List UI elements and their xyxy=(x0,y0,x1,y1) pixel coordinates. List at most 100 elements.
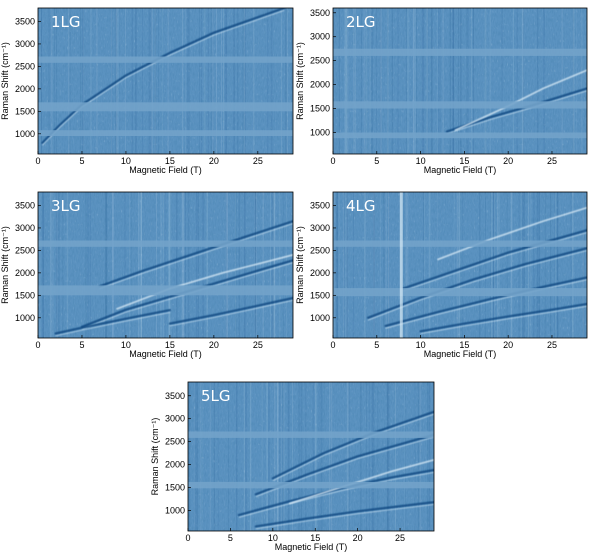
masked-band xyxy=(38,102,293,112)
noise-streak xyxy=(386,8,389,154)
y-axis-label: Raman Shift (cm⁻¹) xyxy=(0,226,10,304)
x-tick-label: 15 xyxy=(459,340,469,350)
noise-streak xyxy=(125,8,126,154)
noise-streak xyxy=(185,8,186,154)
y-tick-label: 1500 xyxy=(165,482,185,492)
y-axis-label: Raman Shift (cm⁻¹) xyxy=(150,418,160,496)
noise-streak xyxy=(394,382,396,531)
noise-streak xyxy=(582,192,584,338)
noise-streak xyxy=(494,192,495,338)
noise-streak xyxy=(42,192,44,338)
noise-streak xyxy=(581,8,583,154)
noise-streak xyxy=(200,8,203,154)
plot-frame xyxy=(332,7,588,155)
x-axis-label: Magnetic Field (T) xyxy=(275,542,348,552)
series-curve-1 xyxy=(254,501,434,528)
noise-streak xyxy=(506,192,508,338)
noise-streak xyxy=(407,192,409,338)
masked-band xyxy=(38,240,293,247)
x-tick-label: 5 xyxy=(228,533,233,543)
noise-streak xyxy=(270,8,273,154)
y-tick-label: 1000 xyxy=(15,313,35,323)
noise-streak xyxy=(188,192,190,338)
series-curve-1 xyxy=(419,302,587,333)
noise-streak xyxy=(142,8,143,154)
noise-streak xyxy=(305,382,307,531)
plot-area xyxy=(38,8,293,154)
noise-streak xyxy=(345,8,347,154)
noise-streak xyxy=(217,382,219,531)
noise-streak xyxy=(557,192,559,338)
y-tick-label: 3000 xyxy=(15,39,35,49)
noise-streak xyxy=(266,382,268,531)
noise-streak xyxy=(85,192,87,338)
noise-streak xyxy=(368,382,370,531)
noise-streak xyxy=(450,8,451,154)
y-tick-label: 3500 xyxy=(310,200,330,210)
noise-streak xyxy=(66,192,69,338)
noise-streak xyxy=(498,192,500,338)
noise-streak xyxy=(353,8,354,154)
noise-streak xyxy=(338,192,340,338)
noise-streak xyxy=(212,8,214,154)
noise-streak xyxy=(353,192,354,338)
masked-band xyxy=(38,285,293,296)
noise-streak xyxy=(154,8,157,154)
noise-streak xyxy=(105,192,108,338)
x-tick-label: 15 xyxy=(165,340,175,350)
series-curve-highlight xyxy=(99,223,293,290)
noise-streak xyxy=(330,382,333,531)
noise-streak xyxy=(151,8,153,154)
y-tick-label: 1500 xyxy=(310,104,330,114)
noise-streak xyxy=(280,8,283,154)
noise-streak xyxy=(202,192,205,338)
noise-streak xyxy=(414,382,416,531)
noise-streak xyxy=(215,8,217,154)
panel-label: 1LG xyxy=(51,13,81,31)
y-tick-label: 3000 xyxy=(310,32,330,42)
masked-band xyxy=(188,431,434,438)
noise-streak xyxy=(223,8,224,154)
y-tick-label: 2500 xyxy=(15,61,35,71)
noise-streak xyxy=(550,192,552,338)
noise-streak xyxy=(372,382,375,531)
noise-streak xyxy=(424,192,426,338)
noise-streak xyxy=(536,192,539,338)
y-tick-label: 2500 xyxy=(310,56,330,66)
noise-streak xyxy=(347,8,349,154)
noise-streak xyxy=(238,192,240,338)
noise-streak xyxy=(377,382,379,531)
series-curve-2 xyxy=(384,276,587,327)
noise-streak xyxy=(485,8,487,154)
noise-streak xyxy=(156,192,157,338)
x-tick-label: 15 xyxy=(459,156,469,166)
noise-streak xyxy=(460,192,462,338)
noise-streak xyxy=(387,382,389,531)
noise-streak xyxy=(210,8,212,154)
noise-streak xyxy=(391,8,393,154)
noise-streak xyxy=(521,8,524,154)
noise-streak xyxy=(572,192,574,338)
noise-streak xyxy=(371,8,373,154)
series-curve-highlight xyxy=(272,413,434,482)
y-tick-label: 2000 xyxy=(15,84,35,94)
noise-streak xyxy=(49,192,52,338)
noise-streak xyxy=(421,8,424,154)
noise-streak xyxy=(140,192,142,338)
plot-area xyxy=(333,8,587,154)
series-curve-4 xyxy=(116,254,293,310)
x-tick-label: 0 xyxy=(35,156,40,166)
noise-streak xyxy=(209,382,211,531)
noise-streak xyxy=(53,8,55,154)
noise-streak xyxy=(371,8,373,154)
noise-streak xyxy=(430,8,433,154)
noise-streak xyxy=(268,382,270,531)
noise-streak xyxy=(285,8,287,154)
noise-streak xyxy=(150,8,152,154)
noise-streak xyxy=(346,382,349,531)
series-curve-highlight xyxy=(55,311,171,337)
noise-streak xyxy=(387,8,389,154)
noise-streak xyxy=(287,382,290,531)
y-tick-label: 1000 xyxy=(15,129,35,139)
x-tick-label: 5 xyxy=(374,156,379,166)
